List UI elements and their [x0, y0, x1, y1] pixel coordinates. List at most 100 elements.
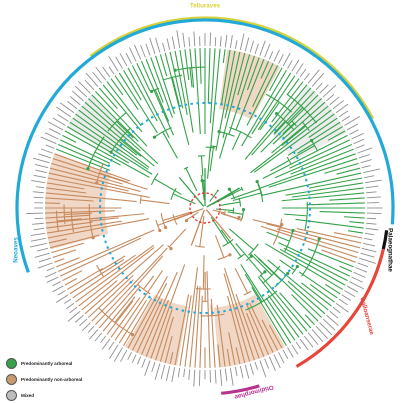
tip-label — [244, 364, 250, 379]
terminal-branch — [46, 187, 87, 194]
terminal-branch — [164, 52, 190, 146]
terminal-branch — [215, 50, 236, 151]
tip-label — [119, 53, 128, 67]
internal-branch — [70, 208, 75, 233]
internal-branch — [94, 151, 121, 166]
node-marker — [184, 219, 189, 223]
tip-label — [229, 367, 234, 386]
mixed-swatch — [6, 390, 17, 401]
tip-label — [295, 63, 304, 75]
tip-label — [355, 144, 365, 149]
tip-label — [193, 369, 196, 387]
terminal-branch — [222, 49, 226, 64]
tip-label — [341, 115, 351, 122]
tip-label — [78, 81, 91, 94]
tip-label — [214, 369, 217, 384]
tip-label — [244, 37, 250, 52]
tip-label — [295, 341, 302, 350]
terminal-branch — [57, 143, 109, 167]
internal-branch — [185, 167, 198, 192]
terminal-branch — [64, 130, 150, 178]
telluraves-arc — [89, 16, 375, 120]
internal-branch — [259, 102, 280, 131]
terminal-branch — [282, 101, 326, 141]
tip-label — [32, 191, 44, 194]
terminal-branch — [56, 257, 80, 268]
tip-label — [234, 367, 238, 376]
tip-label — [38, 257, 52, 263]
terminal-branch — [59, 139, 111, 164]
tip-label — [95, 66, 107, 81]
terminal-branch — [145, 59, 164, 103]
terminal-branch — [179, 295, 192, 367]
terminal-branch — [118, 299, 148, 344]
tip-label — [278, 352, 285, 364]
palaeognathae-arc — [381, 230, 389, 250]
terminal-branch — [81, 280, 118, 311]
terminal-branch — [164, 336, 173, 364]
internal-branch — [222, 238, 234, 247]
tip-label — [351, 132, 364, 140]
internal-branch — [260, 225, 279, 233]
terminal-branch — [268, 158, 358, 188]
tip-label — [239, 366, 244, 379]
terminal-branch — [266, 223, 361, 249]
tip-label — [136, 356, 142, 365]
terminal-branch — [251, 87, 312, 156]
terminal-branch — [228, 55, 255, 135]
tip-label — [355, 267, 368, 273]
tip-label — [34, 252, 50, 258]
terminal-branch — [308, 117, 338, 138]
internal-branch — [220, 229, 242, 257]
tip-label — [69, 96, 81, 106]
terminal-branch — [136, 62, 151, 92]
internal-branch — [114, 296, 136, 323]
tip-label — [151, 361, 156, 373]
tip-label — [108, 56, 119, 72]
legend-label: Predominantly arboreal — [21, 361, 73, 366]
tip-label — [34, 163, 49, 169]
terminal-branch — [297, 126, 343, 154]
internal-branch — [116, 121, 134, 139]
terminal-branch — [78, 247, 155, 307]
tip-label — [182, 32, 186, 48]
terminal-branch — [228, 332, 236, 366]
tip-label — [346, 123, 359, 131]
terminal-branch — [257, 276, 304, 335]
legend-label: Mixed — [21, 393, 35, 398]
tip-label — [344, 290, 356, 298]
tip-label — [32, 157, 50, 164]
tip-label — [57, 290, 66, 296]
terminal-branch — [78, 109, 138, 156]
tip-label — [115, 56, 123, 69]
terminal-branch — [301, 282, 332, 307]
tip-label — [341, 294, 352, 301]
root-branch — [190, 209, 205, 246]
terminal-branch — [268, 324, 283, 349]
tip-label — [351, 276, 363, 283]
tip-label — [166, 38, 171, 50]
internal-branch — [189, 67, 193, 88]
internal-branch — [143, 275, 155, 290]
terminal-branch — [194, 286, 201, 368]
internal-branch — [154, 178, 182, 195]
terminal-branch — [298, 271, 338, 299]
node-marker — [158, 228, 162, 233]
terminal-branch — [102, 285, 141, 332]
root-branch — [205, 209, 232, 240]
tip-label — [335, 302, 349, 313]
terminal-branch — [290, 148, 354, 175]
internal-branch — [99, 172, 129, 184]
internal-branch — [119, 138, 142, 157]
terminal-branch — [292, 187, 364, 198]
terminal-branch — [51, 242, 84, 254]
internal-branch — [230, 188, 261, 200]
tip-label — [44, 271, 57, 278]
terminal-branch — [194, 48, 201, 135]
internal-branch — [272, 218, 283, 245]
terminal-branch — [174, 294, 190, 366]
terminal-branch — [46, 220, 122, 234]
internal-branch — [57, 218, 82, 222]
internal-branch — [286, 156, 292, 165]
